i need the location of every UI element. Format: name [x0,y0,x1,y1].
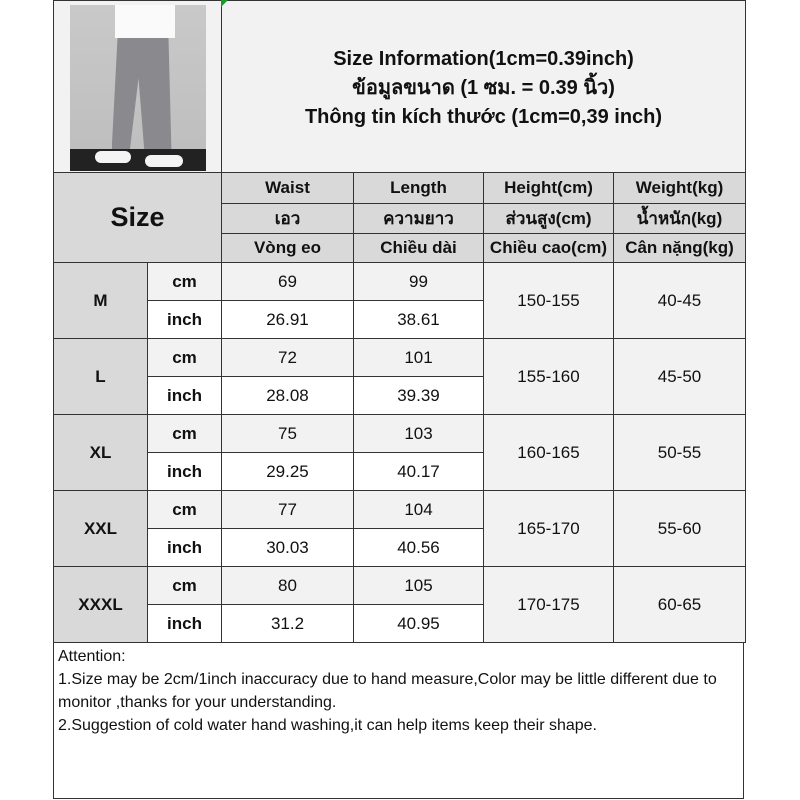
length-cm: 99 [353,262,484,301]
weight-range: 40-45 [612,262,747,339]
waist-inch: 29.25 [221,452,354,491]
height-range: 160-165 [483,414,614,491]
size-row-cm: M cm 69 99 150-155 40-45 [53,262,747,339]
waist-cm: 69 [221,262,354,301]
attention-notes: Attention: 1.Size may be 2cm/1inch inacc… [53,642,744,799]
col-header: Weight(kg) [612,172,747,204]
waist-cm: 80 [221,566,354,605]
weight-range: 55-60 [612,490,747,567]
weight-range: 45-50 [612,338,747,415]
size-row-cm: L cm 72 101 155-160 45-50 [53,338,747,415]
attention-note: 2.Suggestion of cold water hand washing,… [58,717,597,734]
title-vietnamese: Thông tin kích thước (1cm=0,39 inch) [304,106,663,128]
waist-inch: 31.2 [221,604,354,643]
title-english: Size Information(1cm=0.39inch) [333,48,634,70]
length-cm: 103 [353,414,484,453]
col-header: Chiều cao(cm) [483,233,614,263]
product-photo [69,5,206,171]
size-row-inch: inch 26.91 38.61 [54,300,746,339]
length-cm: 101 [353,338,484,377]
col-header: Chiều dài [353,233,484,263]
unit-label: cm [147,566,222,605]
size-info-title: Size Information(1cm=0.39inch) ข้อมูลขนา… [220,0,747,173]
waist-inch: 28.08 [221,376,354,415]
product-photo-cell [53,0,222,173]
unit-label: inch [147,528,222,567]
unit-label: inch [147,376,222,415]
size-header: Size [53,172,222,263]
weight-range: 50-55 [612,414,747,491]
col-header: เอว [221,203,354,234]
waist-inch: 30.03 [221,528,354,567]
waist-cm: 77 [221,490,354,529]
col-header: Waist [221,172,354,204]
length-inch: 39.39 [353,376,484,415]
waist-cm: 75 [221,414,354,453]
col-header: น้ำหนัก(kg) [612,203,747,234]
length-cm: 104 [353,490,484,529]
height-range: 165-170 [483,490,614,567]
col-header: ความยาว [353,203,484,234]
length-cm: 105 [353,566,484,605]
size-row-inch: inch 30.03 40.56 [54,528,746,567]
length-inch: 40.17 [353,452,484,491]
attention-note: 1.Size may be 2cm/1inch inaccuracy due t… [58,671,722,711]
waist-cm: 72 [221,338,354,377]
size-row-inch: inch 28.08 39.39 [54,376,746,415]
col-header: ส่วนสูง(cm) [483,203,614,234]
col-header: Vòng eo [221,233,354,263]
unit-label: inch [147,604,222,643]
attention-heading: Attention: [58,648,126,665]
size-label: M [53,262,148,339]
col-header: Height(cm) [483,172,614,204]
col-header: Cân nặng(kg) [612,233,747,263]
length-inch: 40.95 [353,604,484,643]
size-label: XXL [53,490,148,567]
size-label: XL [53,414,148,491]
corner-marker [221,0,228,7]
size-row-inch: inch 29.25 40.17 [54,452,746,491]
unit-label: cm [147,414,222,453]
waist-inch: 26.91 [221,300,354,339]
unit-label: cm [147,262,222,301]
size-row-cm: XXL cm 77 104 165-170 55-60 [53,490,747,567]
title-thai: ข้อมูลขนาด (1 ซม. = 0.39 นิ้ว) [352,77,615,99]
unit-label: cm [147,338,222,377]
length-inch: 40.56 [353,528,484,567]
unit-label: cm [147,490,222,529]
height-range: 170-175 [483,566,614,643]
unit-label: inch [147,452,222,491]
size-row-inch: inch 31.2 40.95 [54,604,746,643]
size-row-cm: XXXL cm 80 105 170-175 60-65 [53,566,747,643]
unit-label: inch [147,300,222,339]
weight-range: 60-65 [612,566,747,643]
height-range: 155-160 [483,338,614,415]
size-chart-table: Size Information(1cm=0.39inch) ข้อมูลขนา… [53,0,747,643]
size-row-cm: XL cm 75 103 160-165 50-55 [53,414,747,491]
col-header: Length [353,172,484,204]
length-inch: 38.61 [353,300,484,339]
size-label: XXXL [53,566,148,643]
height-range: 150-155 [483,262,614,339]
size-label: L [53,338,148,415]
